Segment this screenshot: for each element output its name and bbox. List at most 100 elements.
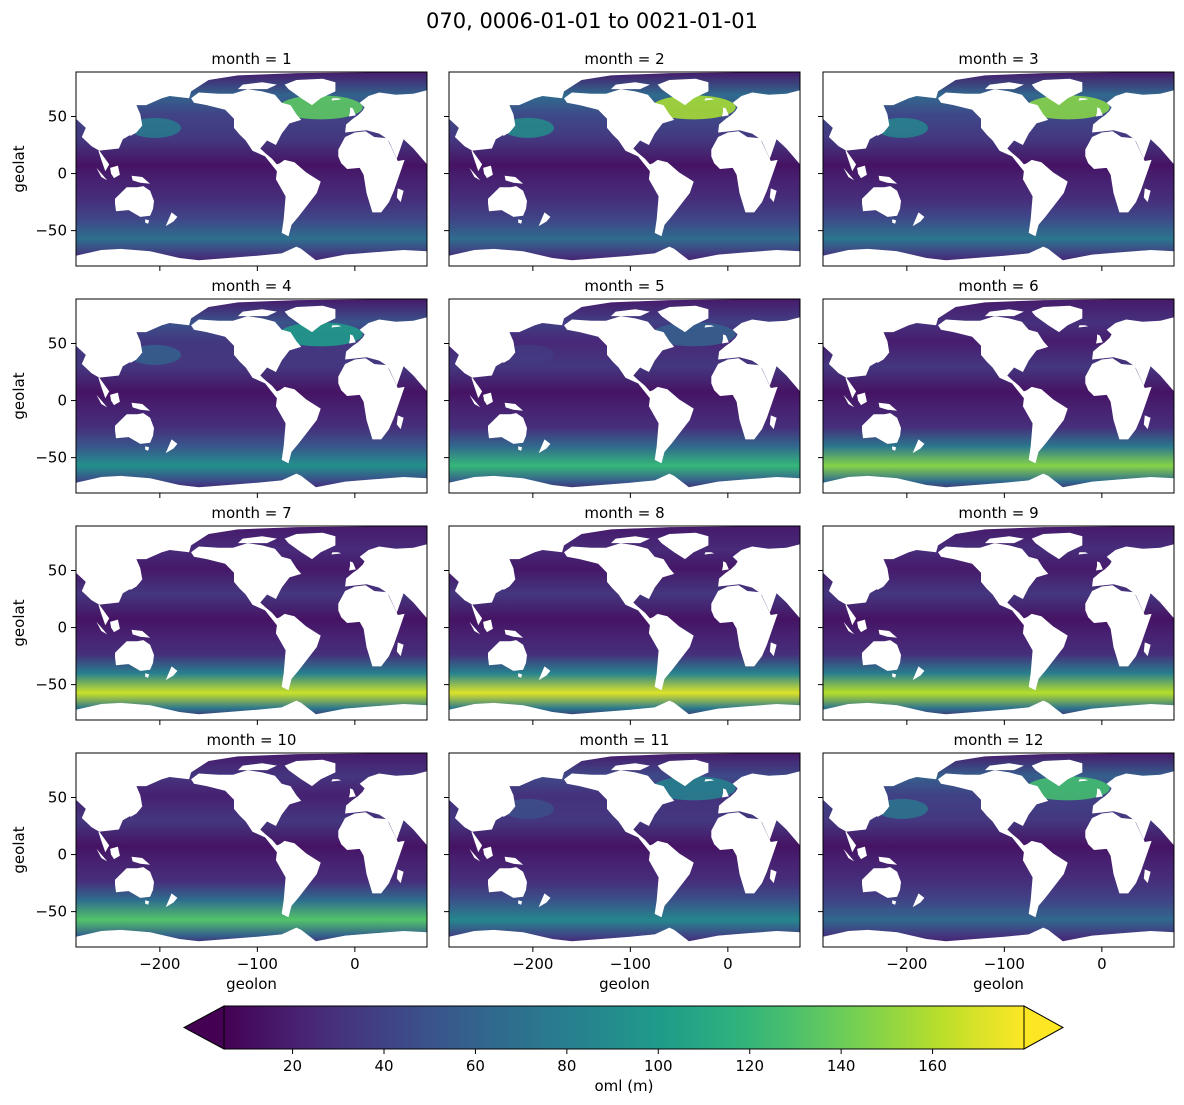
kuroshio-patch <box>501 117 554 138</box>
land-newguinea <box>131 402 151 411</box>
panel-month-7: month = 7 −50 0 50 geolat <box>10 504 428 725</box>
land-australia <box>115 186 154 217</box>
land-japan <box>502 804 515 817</box>
kuroshio-patch <box>501 344 554 365</box>
land-britain <box>722 107 729 117</box>
land-asia_west <box>449 299 800 399</box>
land-newzealand <box>538 439 551 454</box>
land-americas <box>564 543 694 691</box>
axes-frame <box>822 298 1175 494</box>
land-newguinea <box>504 856 524 865</box>
land-iceland <box>331 98 342 101</box>
land-borneo <box>857 165 867 179</box>
land-americas <box>564 89 694 237</box>
panel-month-1: month = 1 −50 0 50 geolat <box>10 50 428 271</box>
land-iceland <box>704 779 715 782</box>
land-australia <box>862 186 901 217</box>
land-africa <box>711 358 778 440</box>
north-atlantic-patch <box>1025 776 1110 801</box>
y-tick-label: −50 <box>35 222 67 240</box>
land-newguinea <box>131 856 151 865</box>
land-africa <box>1085 358 1152 440</box>
land-britain <box>1096 788 1103 798</box>
land-arcticislands <box>610 763 650 771</box>
colorbar-extend-low <box>182 1005 225 1050</box>
land-sumatra <box>843 848 855 862</box>
kuroshio-patch <box>875 117 928 138</box>
x-tick-label: −200 <box>512 955 553 973</box>
land-africa <box>711 812 778 894</box>
x-axis-label: geolon <box>599 975 650 993</box>
colorbar-extend-high <box>1023 1005 1065 1050</box>
land-antarctica <box>76 927 427 947</box>
land-borneo <box>483 619 493 633</box>
north-atlantic-patch <box>1025 95 1110 120</box>
land-antarctica <box>449 473 800 493</box>
land-tasmania <box>145 219 150 224</box>
land-madagascar <box>1143 188 1151 203</box>
panel-title: month = 1 <box>211 50 291 68</box>
panel-month-11: month = 11 −200 −100 0 geolon <box>444 731 801 993</box>
land-newguinea <box>878 856 898 865</box>
axes-frame <box>75 298 428 494</box>
land-sumatra <box>96 167 108 181</box>
y-tick-label: 50 <box>48 108 67 126</box>
land-australia <box>488 867 527 898</box>
colorbar-tick-label: 20 <box>283 1057 302 1075</box>
y-tick-label: −50 <box>35 903 67 921</box>
land-asia_west <box>76 72 427 172</box>
colorbar-label: oml (m) <box>594 1077 653 1095</box>
land-madagascar <box>769 415 777 430</box>
land-eurasia <box>1092 526 1174 720</box>
land-americas <box>191 543 321 691</box>
panel-title: month = 7 <box>211 504 291 522</box>
land-newzealand <box>912 666 925 681</box>
land-sumatra <box>96 394 108 408</box>
axes-frame <box>448 752 801 948</box>
land-borneo <box>110 165 120 179</box>
land-australia <box>862 413 901 444</box>
land-sumatra <box>469 167 481 181</box>
land-newzealand <box>165 666 178 681</box>
x-tick-label: −200 <box>886 955 927 973</box>
land-japan <box>876 804 889 817</box>
land-borneo <box>483 392 493 406</box>
kuroshio-patch <box>501 798 554 819</box>
land-japan <box>502 350 515 363</box>
panel-title: month = 10 <box>207 731 297 749</box>
land-asia_west <box>823 299 1174 399</box>
land-japan <box>129 123 142 136</box>
x-tick-label: −200 <box>139 955 180 973</box>
land-antarctica <box>449 700 800 720</box>
axes-frame <box>448 525 801 721</box>
land-africa <box>1085 585 1152 667</box>
land-africa <box>1085 131 1152 213</box>
land-arcticislands <box>610 536 650 544</box>
land-arcticislands <box>984 536 1024 544</box>
y-axis-label: geolat <box>10 826 28 873</box>
land-eurasia <box>345 526 427 720</box>
axes-frame <box>75 71 428 267</box>
land-asia_west <box>76 526 427 626</box>
land-japan <box>129 350 142 363</box>
land-asia_west <box>76 753 427 853</box>
y-axis-label: geolat <box>10 145 28 192</box>
land-greenland <box>284 532 336 560</box>
panel-title: month = 6 <box>958 277 1038 295</box>
land-madagascar <box>769 188 777 203</box>
land-greenland <box>1031 78 1083 106</box>
land-greenland <box>657 78 709 106</box>
panel-grid: month = 1 −50 0 50 geolat month = 2 month = 3 m… <box>10 50 1175 993</box>
land-americas <box>191 316 321 464</box>
land-greenland <box>657 305 709 333</box>
land-newguinea <box>131 629 151 638</box>
land-arcticislands <box>237 309 277 317</box>
y-tick-label: 50 <box>48 335 67 353</box>
axes-frame <box>822 71 1175 267</box>
land-borneo <box>483 846 493 860</box>
axes-frame <box>75 752 428 948</box>
panel-month-4: month = 4 −50 0 50 geolat <box>10 277 428 498</box>
land-eurasia <box>718 72 800 266</box>
y-axis-label: geolat <box>10 599 28 646</box>
land-newguinea <box>504 175 524 184</box>
